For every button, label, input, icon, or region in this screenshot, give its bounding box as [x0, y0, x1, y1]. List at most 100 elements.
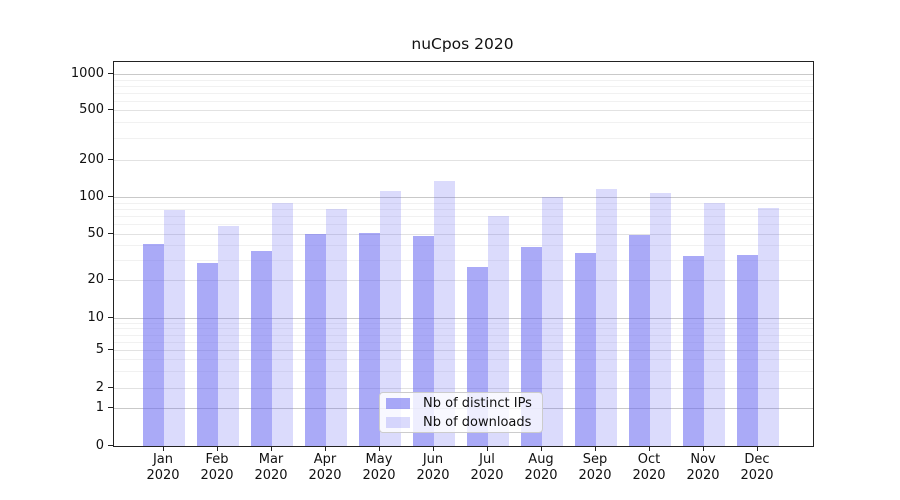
- gridline-y-200: [114, 160, 813, 161]
- x-tick-label-dec: Dec 2020: [740, 452, 774, 483]
- gridline-y-300: [114, 137, 813, 139]
- x-tick-mark-jul: [487, 446, 488, 451]
- x-tick-label-oct: Oct 2020: [632, 452, 666, 483]
- bar-distinct-ips-may: [359, 232, 380, 446]
- bar-downloads-dec: [758, 207, 779, 446]
- y-tick-mark-20: [108, 279, 113, 280]
- legend-item-distinct-ips: Nb of distinct IPs: [380, 394, 542, 413]
- gridline-y-60: [114, 224, 813, 226]
- y-tick-mark-100: [108, 196, 113, 197]
- bar-downloads-nov: [704, 202, 725, 446]
- y-tick-mark-1000: [108, 73, 113, 74]
- gridline-y-3: [114, 371, 813, 373]
- bar-downloads-jul: [488, 216, 509, 446]
- bar-distinct-ips-nov: [683, 256, 704, 446]
- bar-downloads-may: [380, 191, 401, 446]
- gridline-y-500: [114, 110, 813, 111]
- y-tick-mark-1: [108, 407, 113, 408]
- y-tick-mark-50: [108, 233, 113, 234]
- x-tick-label-jul: Jul 2020: [470, 452, 504, 483]
- x-tick-label-nov: Nov 2020: [686, 452, 720, 483]
- y-tick-label-5: 5: [95, 341, 104, 357]
- gridline-y-5: [114, 350, 813, 351]
- y-tick-label-500: 500: [79, 101, 104, 117]
- x-tick-mark-sep: [595, 446, 596, 451]
- gridline-y-40: [114, 245, 813, 247]
- y-tick-label-10: 10: [87, 309, 104, 325]
- bar-downloads-jun: [434, 181, 455, 446]
- gridline-y-800: [114, 85, 813, 87]
- x-tick-mark-feb: [217, 446, 218, 451]
- x-tick-label-mar: Mar 2020: [254, 452, 288, 483]
- gridline-y-80: [114, 208, 813, 210]
- y-tick-label-1: 1: [95, 399, 104, 415]
- legend-label-distinct-ips: Nb of distinct IPs: [423, 395, 532, 411]
- gridline-y-6: [114, 341, 813, 343]
- bar-distinct-ips-jan: [143, 244, 164, 446]
- gridline-y-50: [114, 234, 813, 235]
- x-tick-mark-oct: [649, 446, 650, 451]
- bar-distinct-ips-mar: [251, 250, 272, 446]
- gridline-y-7: [114, 334, 813, 336]
- legend: Nb of distinct IPs Nb of downloads: [379, 392, 543, 433]
- legend-item-downloads: Nb of downloads: [380, 413, 542, 432]
- x-tick-label-may: May 2020: [362, 452, 396, 483]
- gridline-y-8: [114, 328, 813, 330]
- x-tick-mark-jan: [163, 446, 164, 451]
- x-tick-mark-may: [379, 446, 380, 451]
- legend-swatch-downloads: [386, 416, 410, 428]
- x-tick-label-jan: Jan 2020: [146, 452, 180, 483]
- bar-downloads-apr: [326, 208, 347, 446]
- legend-label-downloads: Nb of downloads: [423, 414, 532, 430]
- bar-downloads-sep: [596, 189, 617, 446]
- bar-downloads-mar: [272, 202, 293, 446]
- gridline-y-900: [114, 79, 813, 81]
- legend-swatch-distinct-ips: [386, 397, 410, 409]
- y-tick-label-1000: 1000: [70, 65, 104, 81]
- y-tick-mark-0: [108, 445, 113, 446]
- gridline-y-4: [114, 359, 813, 361]
- gridline-y-700: [114, 92, 813, 94]
- bar-distinct-ips-apr: [305, 234, 326, 446]
- x-tick-mark-jun: [433, 446, 434, 451]
- y-tick-mark-500: [108, 109, 113, 110]
- bar-distinct-ips-dec: [737, 254, 758, 446]
- gridline-y-2: [114, 388, 813, 389]
- x-tick-label-apr: Apr 2020: [308, 452, 342, 483]
- x-tick-mark-apr: [325, 446, 326, 451]
- bar-distinct-ips-feb: [197, 263, 218, 446]
- bar-downloads-aug: [542, 197, 563, 446]
- x-tick-mark-nov: [703, 446, 704, 451]
- plot-area: [113, 61, 814, 447]
- y-tick-label-50: 50: [87, 225, 104, 241]
- gridline-y-400: [114, 122, 813, 124]
- x-tick-label-feb: Feb 2020: [200, 452, 234, 483]
- gridline-y-9: [114, 322, 813, 324]
- gridline-y-20: [114, 280, 813, 281]
- y-tick-mark-200: [108, 159, 113, 160]
- gridline-y-30: [114, 259, 813, 261]
- gridline-y-10: [114, 318, 813, 319]
- x-tick-label-jun: Jun 2020: [416, 452, 450, 483]
- y-tick-label-2: 2: [95, 379, 104, 395]
- bar-downloads-jan: [164, 210, 185, 446]
- bar-downloads-oct: [650, 192, 671, 446]
- x-tick-label-sep: Sep 2020: [578, 452, 612, 483]
- y-tick-label-100: 100: [79, 188, 104, 204]
- gridline-y-70: [114, 216, 813, 217]
- x-tick-mark-dec: [757, 446, 758, 451]
- y-tick-label-0: 0: [95, 437, 104, 453]
- gridline-y-90: [114, 202, 813, 204]
- bar-distinct-ips-sep: [575, 253, 596, 446]
- y-tick-label-20: 20: [87, 271, 104, 287]
- bar-downloads-feb: [218, 226, 239, 446]
- y-tick-mark-10: [108, 317, 113, 318]
- gridline-y-600: [114, 100, 813, 102]
- y-tick-mark-2: [108, 387, 113, 388]
- bar-distinct-ips-oct: [629, 235, 650, 446]
- y-tick-mark-5: [108, 349, 113, 350]
- y-tick-label-200: 200: [79, 151, 104, 167]
- x-tick-label-aug: Aug 2020: [524, 452, 558, 483]
- gridline-y-1000: [114, 74, 813, 75]
